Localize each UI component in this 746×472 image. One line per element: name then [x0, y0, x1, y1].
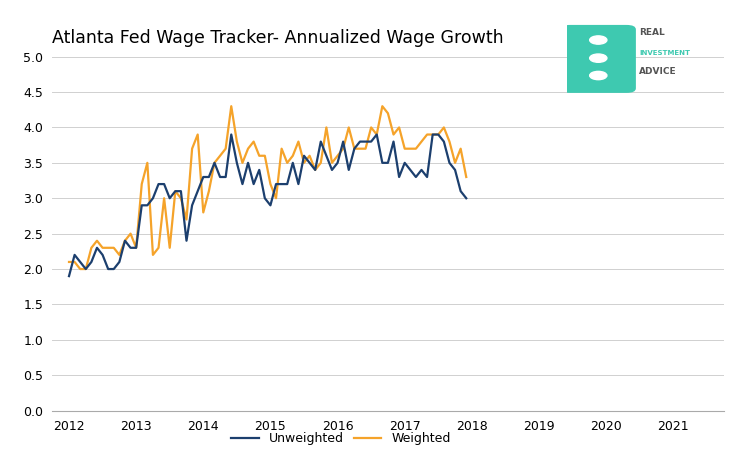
Text: Atlanta Fed Wage Tracker- Annualized Wage Growth: Atlanta Fed Wage Tracker- Annualized Wag…: [52, 29, 504, 47]
Text: REAL: REAL: [639, 28, 665, 37]
Unweighted: [160, 181, 169, 187]
Legend: Unweighted, Weighted: Unweighted, Weighted: [226, 428, 456, 450]
Circle shape: [589, 36, 607, 44]
Circle shape: [589, 54, 607, 62]
FancyBboxPatch shape: [561, 25, 636, 93]
Line: Unweighted: Unweighted: [69, 135, 466, 276]
Weighted: [439, 125, 448, 130]
Line: Weighted: Weighted: [69, 106, 466, 269]
Unweighted: [339, 139, 348, 144]
Weighted: [227, 103, 236, 109]
Weighted: [300, 160, 309, 166]
Text: INVESTMENT: INVESTMENT: [639, 50, 690, 56]
Weighted: [76, 266, 85, 272]
Weighted: [204, 188, 213, 194]
Unweighted: [65, 273, 74, 279]
Unweighted: [294, 181, 303, 187]
Unweighted: [121, 238, 130, 244]
Text: ADVICE: ADVICE: [639, 67, 677, 76]
Circle shape: [589, 71, 607, 80]
Weighted: [327, 160, 336, 166]
Weighted: [65, 259, 74, 265]
Unweighted: [462, 195, 471, 201]
Unweighted: [227, 132, 236, 137]
Weighted: [462, 174, 471, 180]
Unweighted: [199, 174, 208, 180]
Weighted: [126, 231, 135, 236]
Weighted: [345, 125, 354, 130]
Unweighted: [322, 153, 331, 159]
